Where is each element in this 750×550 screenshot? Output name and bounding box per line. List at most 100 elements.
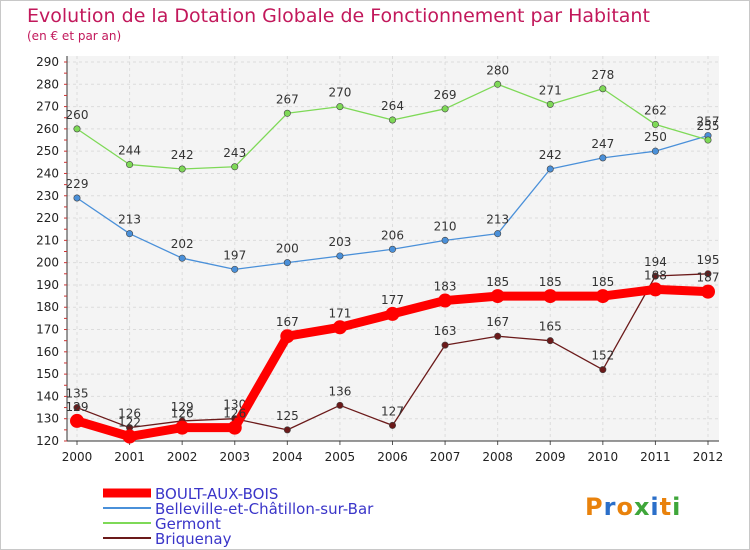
y-tick-label: 250 [36,144,59,158]
data-point-germont [704,136,712,144]
data-label-boult-aux-bois: 188 [644,268,667,282]
data-label-briquenay: 125 [276,409,299,423]
data-point-belleville-et-ch-tillon-sur-bar [126,230,134,238]
y-tick-label: 240 [36,166,59,180]
data-point-germont [178,165,186,173]
data-point-belleville-et-ch-tillon-sur-bar [388,245,396,253]
y-tick-label: 180 [36,300,59,314]
data-point-boult-aux-bois [385,306,400,321]
data-point-germont [336,103,344,111]
y-tick-label: 270 [36,100,59,114]
data-point-belleville-et-ch-tillon-sur-bar [599,154,607,162]
data-point-briquenay [388,421,396,429]
proxiti-logo: Proxiti [585,493,681,521]
data-label-belleville-et-ch-tillon-sur-bar: 200 [276,242,299,256]
data-label-briquenay: 152 [591,349,614,363]
y-tick-label: 150 [36,367,59,381]
data-point-briquenay [546,337,554,345]
data-point-briquenay [336,401,344,409]
data-label-boult-aux-bois: 129 [66,400,89,414]
x-tick-label: 2000 [62,450,93,464]
data-label-boult-aux-bois: 185 [486,275,509,289]
data-point-boult-aux-bois [122,429,137,444]
data-label-briquenay: 135 [66,387,89,401]
data-label-germont: 262 [644,103,667,117]
y-tick-label: 190 [36,278,59,292]
data-label-boult-aux-bois: 185 [591,275,614,289]
data-point-belleville-et-ch-tillon-sur-bar [441,236,449,244]
data-label-briquenay: 195 [697,253,720,267]
data-label-germont: 269 [434,88,457,102]
data-label-belleville-et-ch-tillon-sur-bar: 247 [591,137,614,151]
data-label-belleville-et-ch-tillon-sur-bar: 242 [539,148,562,162]
data-label-germont: 242 [171,148,194,162]
data-point-belleville-et-ch-tillon-sur-bar [231,265,239,273]
data-label-briquenay: 136 [328,384,351,398]
data-point-belleville-et-ch-tillon-sur-bar [546,165,554,173]
data-point-boult-aux-bois [648,282,663,297]
data-point-boult-aux-bois [175,420,190,435]
x-tick-label: 2008 [482,450,513,464]
data-label-belleville-et-ch-tillon-sur-bar: 213 [486,213,509,227]
data-point-boult-aux-bois [490,289,505,304]
data-label-boult-aux-bois: 185 [539,275,562,289]
logo-letter: t [659,493,673,521]
data-point-boult-aux-bois [70,413,84,428]
data-point-boult-aux-bois [543,289,558,304]
x-tick-label: 2005 [325,450,356,464]
data-point-belleville-et-ch-tillon-sur-bar [73,194,81,202]
data-label-briquenay: 130 [223,398,246,412]
x-tick-label: 2003 [219,450,250,464]
data-point-belleville-et-ch-tillon-sur-bar [336,252,344,260]
data-label-belleville-et-ch-tillon-sur-bar: 206 [381,228,404,242]
y-tick-label: 290 [36,55,59,69]
data-label-belleville-et-ch-tillon-sur-bar: 210 [434,219,457,233]
chart-subtitle: (en € et par an) [27,29,122,43]
y-tick-label: 120 [36,434,59,448]
data-label-germont: 255 [697,119,720,133]
y-tick-label: 130 [36,412,59,426]
data-label-belleville-et-ch-tillon-sur-bar: 257 [697,115,720,129]
data-label-belleville-et-ch-tillon-sur-bar: 197 [223,248,246,262]
data-label-germont: 280 [486,63,509,77]
y-tick-label: 210 [36,233,59,247]
data-label-boult-aux-bois: 126 [223,407,246,421]
data-point-briquenay [651,272,659,280]
data-label-belleville-et-ch-tillon-sur-bar: 203 [328,235,351,249]
data-point-boult-aux-bois [701,284,715,299]
data-label-briquenay: 126 [118,407,141,421]
x-tick-label: 2010 [588,450,619,464]
x-tick-label: 2004 [272,450,303,464]
logo-letter: P [585,493,604,521]
data-point-belleville-et-ch-tillon-sur-bar [651,147,659,155]
data-label-boult-aux-bois: 126 [171,407,194,421]
data-label-boult-aux-bois: 171 [328,306,351,320]
data-point-belleville-et-ch-tillon-sur-bar [494,230,502,238]
data-label-boult-aux-bois: 187 [697,271,720,285]
data-point-briquenay [494,332,502,340]
legend-label-briquenay: Briquenay [155,530,232,548]
data-point-boult-aux-bois [438,293,453,308]
data-point-briquenay [441,341,449,349]
x-tick-label: 2002 [167,450,198,464]
data-point-germont [441,105,449,113]
logo-letter: x [633,493,651,521]
data-label-germont: 243 [223,146,246,160]
data-point-germont [231,163,239,171]
y-tick-label: 140 [36,389,59,403]
data-point-boult-aux-bois [280,329,295,344]
data-label-germont: 244 [118,144,141,158]
data-label-boult-aux-bois: 122 [118,416,141,430]
data-label-germont: 260 [66,108,89,122]
x-tick-label: 2011 [640,450,671,464]
data-point-germont [388,116,396,124]
data-point-briquenay [73,404,81,412]
x-tick-label: 2006 [377,450,408,464]
data-label-briquenay: 129 [171,400,194,414]
logo-letter: i [650,493,660,521]
data-point-germont [651,120,659,128]
data-label-briquenay: 167 [486,315,509,329]
data-label-boult-aux-bois: 183 [434,280,457,294]
data-point-briquenay [704,270,712,278]
